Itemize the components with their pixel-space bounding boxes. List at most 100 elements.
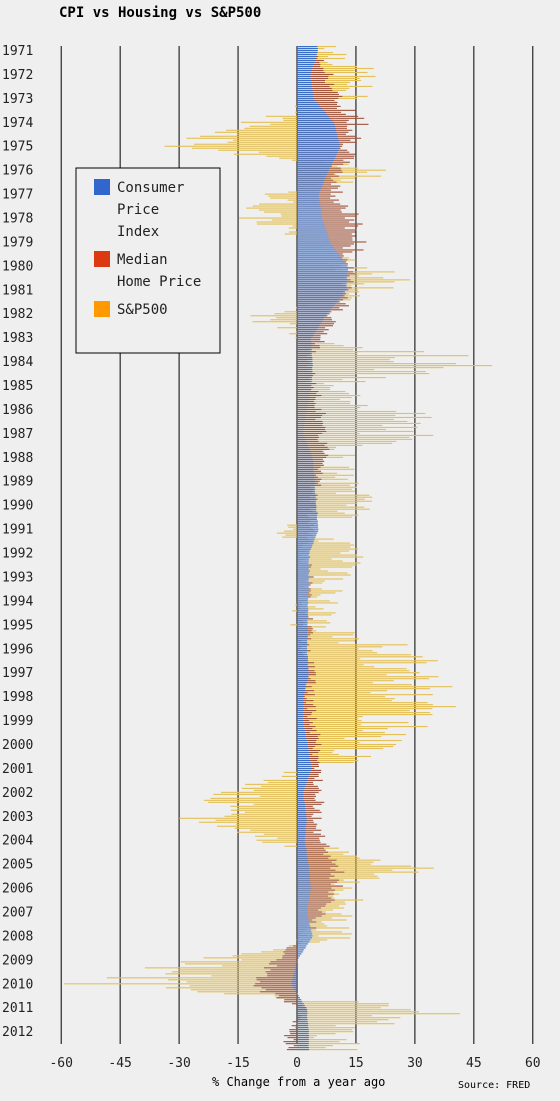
bar-sp500 (297, 428, 387, 430)
bar-home-price (290, 1033, 297, 1035)
bar-sp500 (297, 345, 344, 347)
bar-home-price (297, 903, 327, 905)
bar-sp500 (297, 682, 373, 684)
bar-sp500 (297, 396, 352, 399)
bar-sp500 (297, 436, 410, 438)
bar-cpi (297, 658, 308, 660)
bar-cpi (297, 690, 305, 692)
bar-cpi (297, 101, 317, 103)
year-label: 1988 (2, 451, 33, 466)
bar-sp500 (297, 706, 456, 708)
bar-cpi (297, 379, 313, 381)
bars (64, 46, 493, 1051)
bar-cpi (297, 532, 318, 534)
bar-cpi (297, 387, 312, 389)
bar-home-price (297, 883, 331, 885)
bar-cpi (297, 773, 310, 775)
bar-sp500 (297, 1047, 326, 1049)
bar-sp500 (294, 105, 297, 107)
bar-home-price (297, 861, 332, 863)
bar-sp500 (297, 684, 412, 686)
bar-cpi (297, 919, 309, 921)
bar-home-price (297, 837, 320, 839)
bar-home-price (297, 436, 320, 438)
bar-cpi (297, 720, 304, 722)
bar-home-price (296, 939, 298, 941)
bar-sp500 (297, 1007, 381, 1009)
bar-sp500 (297, 512, 345, 514)
bar-cpi (297, 161, 333, 163)
bar-cpi (297, 155, 336, 157)
bar-cpi (297, 791, 304, 793)
bar-sp500 (224, 993, 297, 995)
bar-sp500 (297, 410, 397, 413)
bar-cpi (297, 1033, 309, 1035)
bar-cpi (297, 534, 317, 536)
bar-cpi (297, 636, 308, 638)
bar-cpi (297, 706, 304, 708)
bar-cpi (297, 847, 307, 849)
bar-cpi (297, 199, 320, 201)
bar-sp500 (297, 562, 361, 564)
bar-cpi (297, 929, 312, 931)
year-label: 1971 (2, 44, 33, 59)
bar-sp500 (297, 77, 360, 80)
bar-home-price (297, 893, 335, 895)
bar-sp500 (263, 833, 297, 835)
bar-cpi (297, 530, 319, 532)
bar-sp500 (297, 1045, 333, 1047)
bar-cpi (297, 913, 307, 915)
bar-cpi (297, 584, 309, 586)
bar-cpi (297, 223, 325, 225)
bar-cpi (297, 466, 314, 468)
bar-sp500 (297, 622, 331, 624)
bar-cpi (297, 211, 322, 213)
bar-sp500 (297, 710, 410, 712)
bar-home-price (276, 965, 297, 967)
bar-cpi (297, 1041, 309, 1043)
bar-cpi (297, 331, 316, 333)
year-label: 1975 (2, 140, 33, 155)
bar-home-price (297, 881, 338, 883)
year-label: 1977 (2, 188, 33, 203)
bar-sp500 (297, 558, 332, 560)
bar-sp500 (297, 666, 375, 668)
bar-home-price (287, 1037, 297, 1039)
bar-sp500 (297, 414, 396, 417)
bar-cpi (297, 660, 308, 662)
bar-home-price (297, 847, 324, 849)
year-label: 2012 (2, 1025, 33, 1040)
bar-home-price (283, 1041, 297, 1043)
bar-cpi (297, 855, 308, 857)
bar-cpi (297, 353, 312, 355)
bar-cpi (297, 430, 304, 432)
year-label: 1979 (2, 235, 33, 250)
bar-cpi (297, 396, 310, 399)
bar-cpi (297, 871, 310, 873)
bar-cpi (297, 1015, 308, 1017)
bar-cpi (297, 99, 315, 101)
bar-cpi (297, 365, 313, 367)
bar-home-price (297, 416, 321, 419)
bar-cpi (297, 117, 331, 119)
bar-home-price (297, 412, 326, 415)
bar-cpi (297, 123, 335, 125)
bar-cpi (297, 245, 333, 247)
bar-home-price (284, 999, 297, 1001)
bar-cpi (297, 440, 306, 442)
bar-sp500 (297, 440, 397, 442)
bar-cpi (297, 955, 300, 957)
bar-sp500 (297, 745, 394, 748)
bar-cpi (297, 392, 310, 395)
bar-home-price (297, 706, 316, 708)
bar-home-price (292, 1003, 297, 1005)
bar-cpi (297, 634, 308, 636)
bar-home-price (297, 811, 322, 813)
bar-sp500 (297, 735, 382, 738)
bar-sp500 (297, 351, 424, 353)
bar-home-price (297, 879, 340, 881)
bar-cpi (297, 937, 313, 939)
bar-cpi (297, 301, 338, 303)
bar-cpi (297, 235, 329, 237)
bar-home-price (275, 993, 297, 995)
